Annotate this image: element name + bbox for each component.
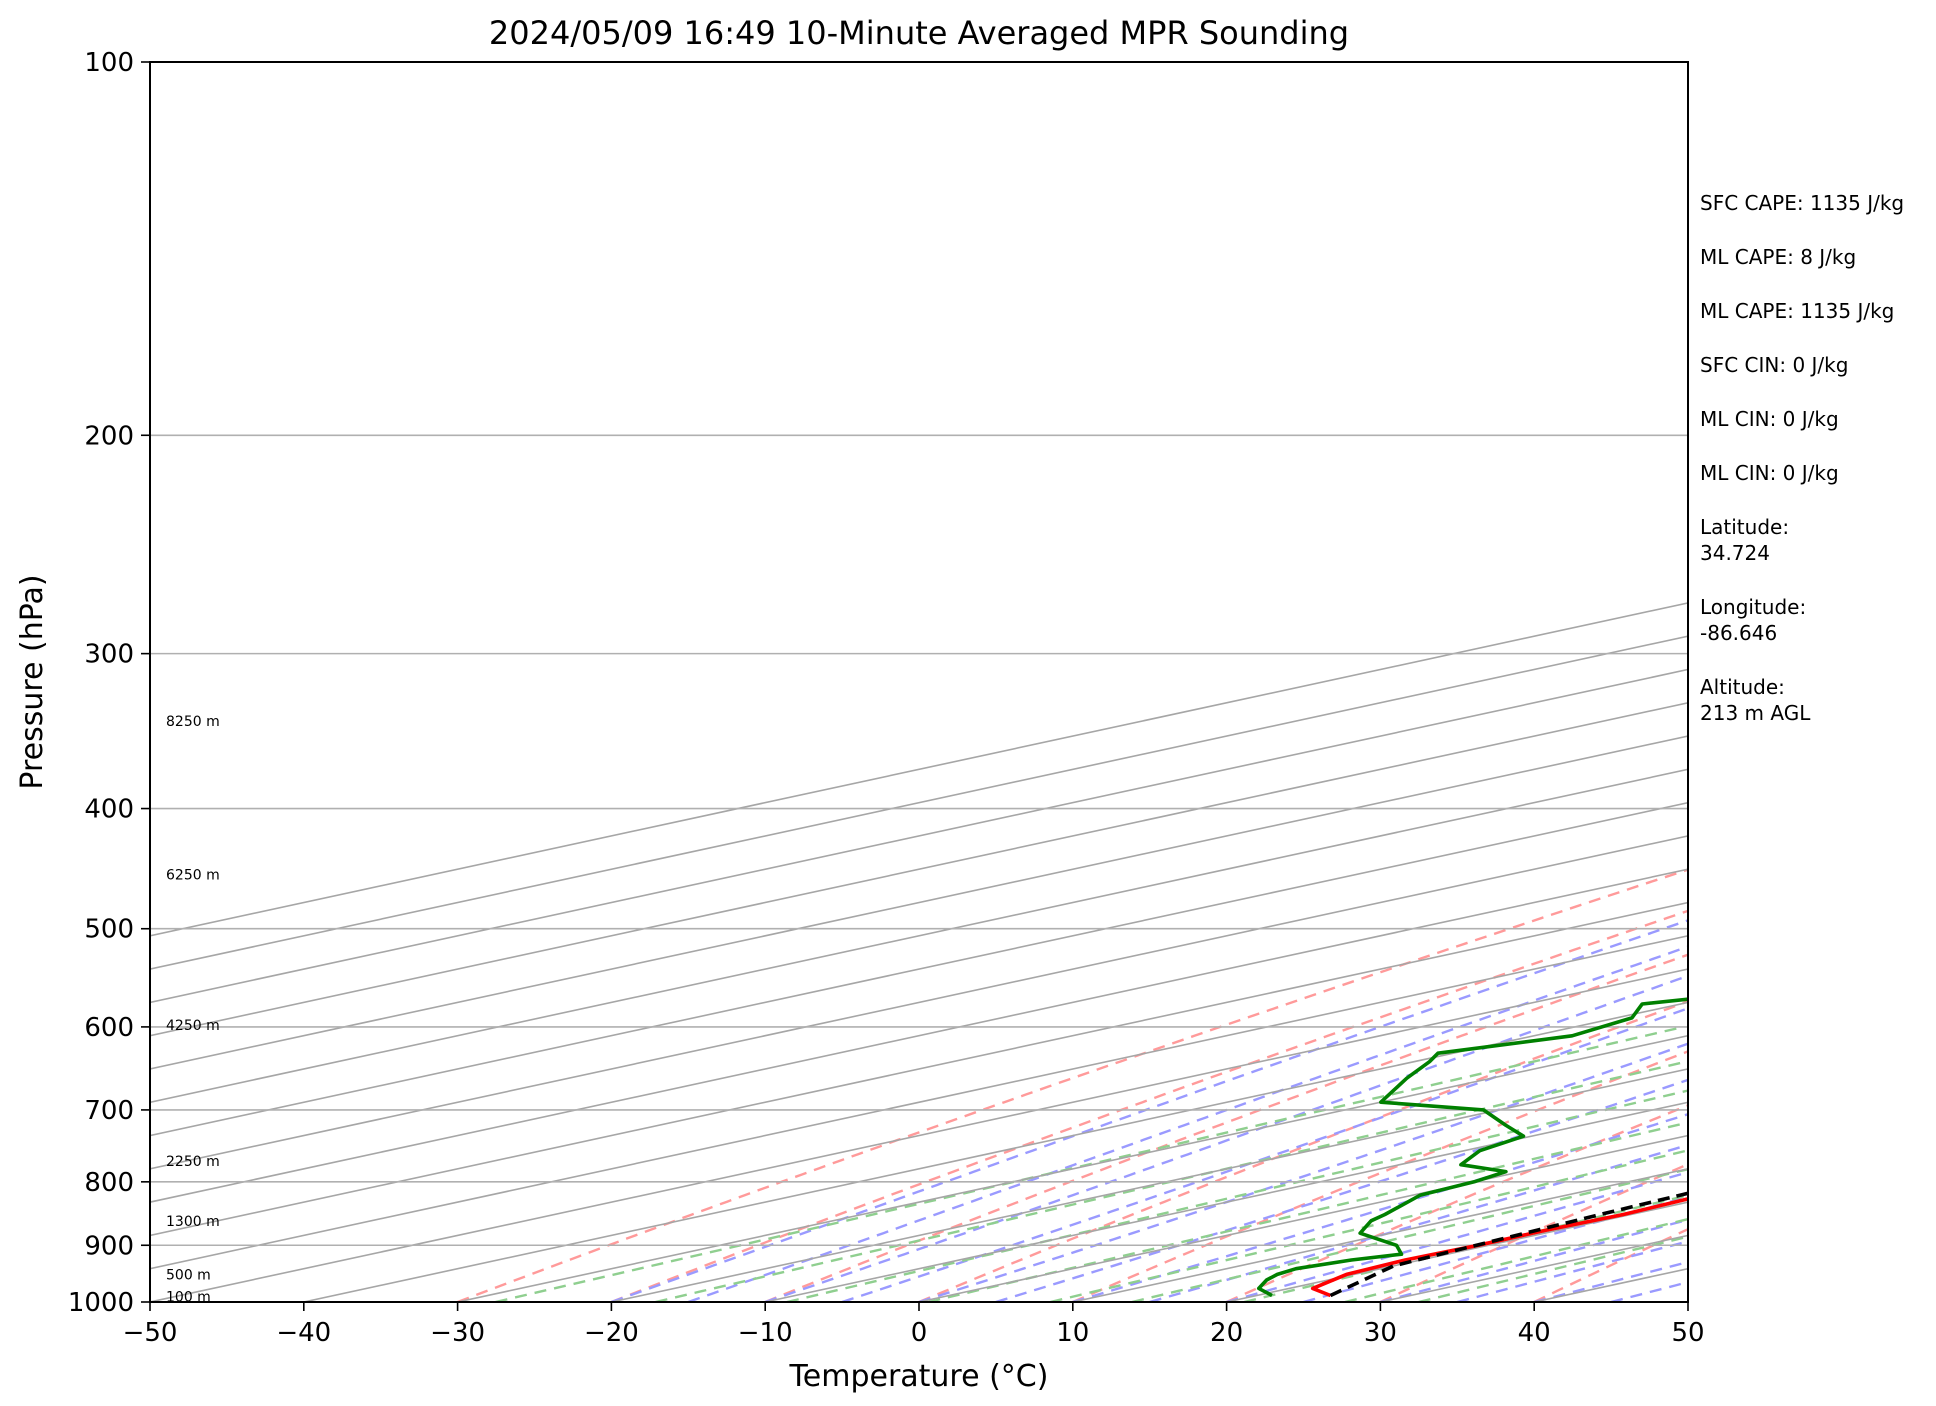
x-tick-label: 30 [1364,1318,1397,1348]
height-label: 2250 m [166,1154,220,1170]
height-label: 6250 m [166,867,220,883]
mixing-ratio-line [1344,1217,1688,1302]
isotherm-line [150,835,1688,1170]
isotherm-line [150,602,1688,937]
x-tick-label: −40 [276,1318,331,1348]
y-tick-label: 200 [84,421,134,451]
series-layer [1257,997,1688,1298]
info-line: ML CAPE: 1135 J/kg [1700,299,1894,323]
isotherm-line [150,968,1688,1302]
isotherm-line [457,1034,1688,1302]
info-line: Latitude: [1700,515,1789,539]
temperature-profile-line [1310,1196,1688,1298]
dewpoint-profile-line [1257,997,1688,1298]
x-tick-label: 20 [1210,1318,1243,1348]
dry-adiabat-line [764,953,1688,1302]
x-tick-label: 40 [1518,1318,1551,1348]
pressure-gridlines [150,62,1688,1302]
dry-adiabat-line [457,868,1688,1302]
height-label: 8250 m [166,714,220,730]
isotherm-line [611,1068,1688,1302]
info-line: ML CAPE: 8 J/kg [1700,245,1856,269]
y-tick-label: 900 [84,1231,134,1261]
chart-title: 2024/05/09 16:49 10-Minute Averaged MPR … [489,14,1349,52]
moist-adiabat-line [1456,1240,1688,1302]
x-tick-label: 10 [1056,1318,1089,1348]
dry-adiabat-line [1379,1162,1688,1302]
height-label: 1300 m [166,1214,220,1230]
y-tick-label: 700 [84,1096,134,1126]
y-tick-label: 300 [84,640,134,670]
info-line: -86.646 [1700,621,1777,645]
background-lines [150,602,1688,1302]
isotherm-line [150,668,1688,1004]
isotherm-line [303,1001,1688,1302]
dry-adiabat-line [1072,1050,1688,1302]
y-tick-label: 800 [84,1168,134,1198]
dry-adiabat-line [918,1000,1688,1302]
isotherm-line [150,801,1688,1137]
info-line: 34.724 [1700,541,1770,565]
isotherm-line [150,901,1688,1237]
parcel-profile-line [1329,1191,1688,1298]
x-tick-label: −10 [738,1318,793,1348]
height-label: 4250 m [166,1018,220,1034]
isotherm-line [150,768,1688,1104]
x-tick-label: 50 [1671,1318,1704,1348]
height-label: 100 m [166,1290,211,1306]
x-tick-label: 0 [911,1318,928,1348]
info-line: 213 m AGL [1700,701,1811,725]
x-tick-label: −50 [123,1318,178,1348]
x-axis-label: Temperature (°C) [789,1359,1049,1394]
info-panel: SFC CAPE: 1135 J/kg ML CAPE: 8 J/kg ML CAP… [1700,191,1904,725]
y-tick-label: 400 [84,795,134,825]
mixing-ratio-line [1418,1235,1688,1302]
info-line: ML CIN: 0 J/kg [1700,461,1839,485]
x-axis-ticks: −50 −40 −30 −20 −10 0 10 20 30 40 50 [123,1302,1705,1348]
height-labels: 100 m 500 m 1300 m 2250 m 4250 m 6250 m 8250 m [166,714,220,1306]
info-line: SFC CIN: 0 J/kg [1700,353,1848,377]
info-line: Longitude: [1700,595,1806,619]
x-tick-label: −20 [584,1318,639,1348]
isotherm-line [150,934,1688,1270]
dry-adiabat-line [610,909,1688,1302]
isotherm-line [150,635,1688,970]
x-tick-label: −30 [430,1318,485,1348]
info-line: ML CIN: 0 J/kg [1700,407,1839,431]
y-axis-ticks: 1000 900 800 700 600 500 400 300 200 100 [68,48,150,1318]
info-line: SFC CAPE: 1135 J/kg [1700,191,1904,215]
y-tick-label: 500 [84,915,134,945]
moist-adiabat-line [1226,1170,1688,1302]
info-line: Altitude: [1700,675,1785,699]
y-tick-label: 1000 [68,1288,134,1318]
moist-adiabat-line [1072,1112,1688,1302]
mixing-ratio-line [1131,1167,1688,1302]
moist-adiabat-line [687,945,1688,1302]
mixing-ratio-line [1050,1149,1688,1302]
height-label: 500 m [166,1267,211,1283]
mixing-ratio-line [495,1025,1684,1302]
y-axis-label: Pressure (hPa) [15,574,50,789]
y-tick-label: 600 [84,1013,134,1043]
y-tick-label: 100 [84,48,134,78]
moist-adiabat-line [918,1042,1688,1302]
isotherm-line [150,868,1688,1203]
